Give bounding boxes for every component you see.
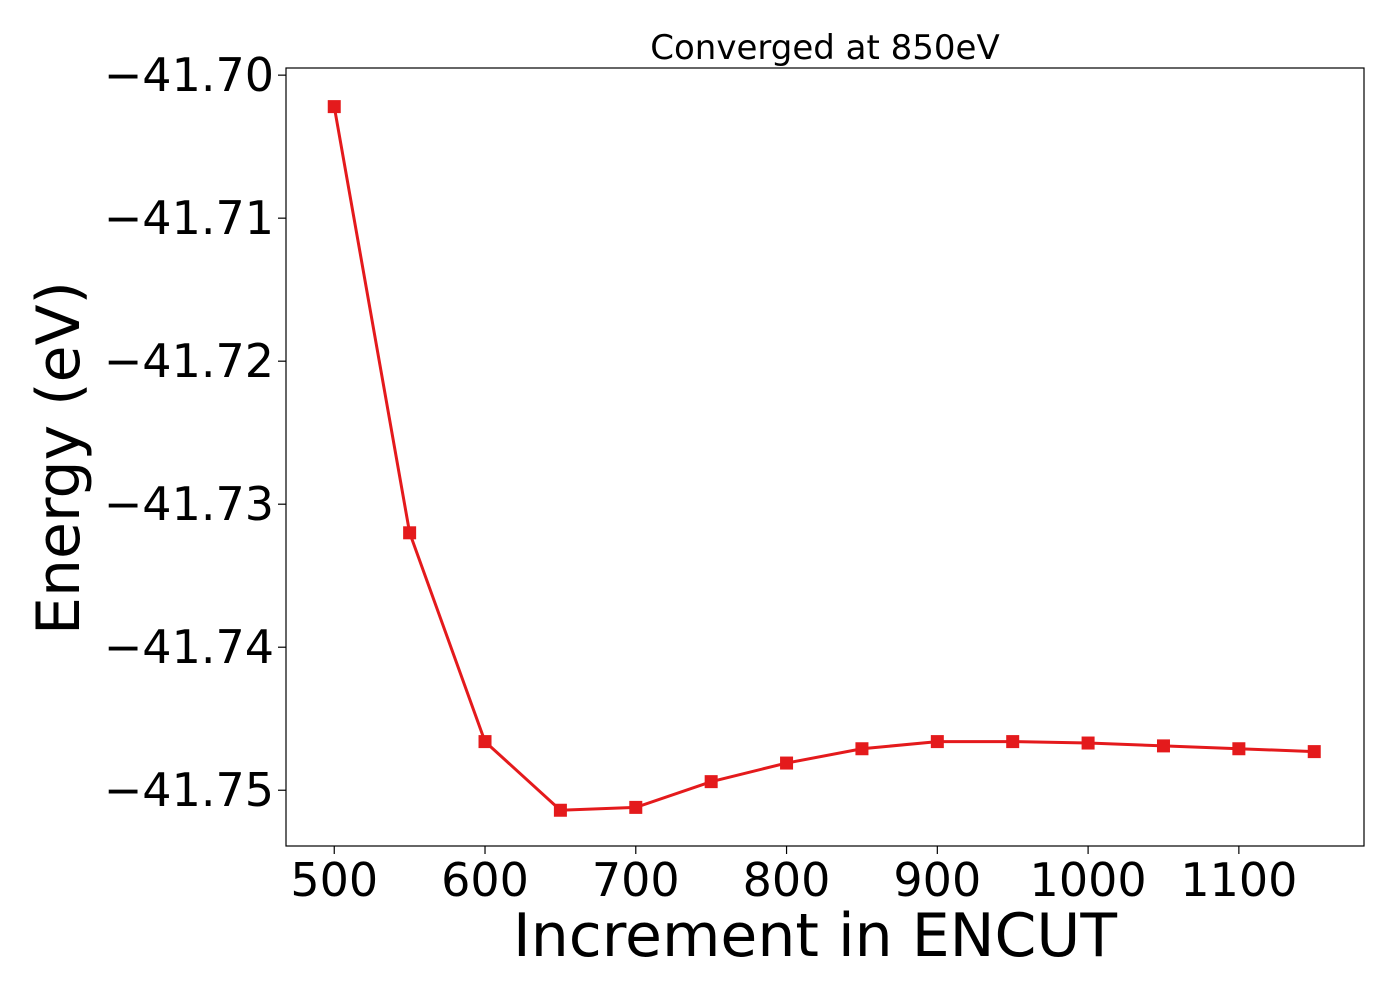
y-tick-label: −41.70 [104,48,274,102]
y-axis-label: Energy (eV) [24,281,94,635]
data-point [553,803,567,817]
y-tick-label: −41.74 [104,620,274,674]
x-tick-label: 600 [441,853,529,907]
x-tick-label: 800 [743,853,831,907]
data-point [1081,736,1095,750]
x-tick-label: 700 [592,853,680,907]
data-point [1006,735,1020,749]
data-point [478,735,492,749]
y-axis: −41.70 −41.71 −41.72 −41.73 −41.74 −41.75 [104,48,286,817]
x-axis-label: Increment in ENCUT [513,901,1117,971]
x-tick-label: 500 [290,853,378,907]
plot-frame [285,67,1365,847]
data-point [629,800,643,814]
data-point [1307,745,1321,759]
data-point [403,526,417,540]
y-tick-label: −41.75 [104,763,274,817]
data-point [704,775,718,789]
series-layer [327,100,1321,817]
y-tick-label: −41.72 [104,334,274,388]
data-point [930,735,944,749]
data-point [780,756,794,770]
series-line [332,106,1315,812]
y-tick-label: −41.73 [104,477,274,531]
data-point [327,100,341,114]
chart-title: Converged at 850eV [650,28,999,68]
data-point [855,742,869,756]
data-point [1232,742,1246,756]
x-tick-label: 1000 [1030,853,1147,907]
x-tick-label: 900 [893,853,981,907]
data-point [1156,739,1170,753]
x-tick-label: 1100 [1180,853,1297,907]
x-axis: 500 600 700 800 900 1000 1100 [290,846,1297,907]
y-tick-label: −41.71 [104,191,274,245]
